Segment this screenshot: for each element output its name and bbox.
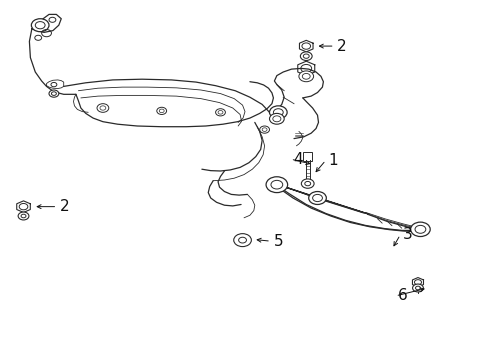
Circle shape [49,90,59,97]
Text: 6: 6 [398,288,408,303]
Circle shape [301,179,314,188]
Circle shape [31,19,49,32]
Circle shape [97,104,109,112]
Circle shape [18,212,29,220]
Circle shape [270,106,287,119]
Text: 2: 2 [337,39,347,54]
Text: 3: 3 [403,227,413,242]
Circle shape [157,107,167,114]
Circle shape [270,113,284,124]
Circle shape [216,109,225,116]
Text: 4: 4 [293,152,303,167]
Circle shape [234,234,251,247]
Text: 2: 2 [60,199,70,214]
Circle shape [309,192,326,204]
Circle shape [300,52,312,60]
Circle shape [266,177,288,193]
Text: 5: 5 [273,234,283,249]
Circle shape [413,284,423,292]
Text: 1: 1 [328,153,338,168]
Circle shape [260,126,270,133]
Circle shape [411,222,430,237]
Circle shape [299,71,314,82]
